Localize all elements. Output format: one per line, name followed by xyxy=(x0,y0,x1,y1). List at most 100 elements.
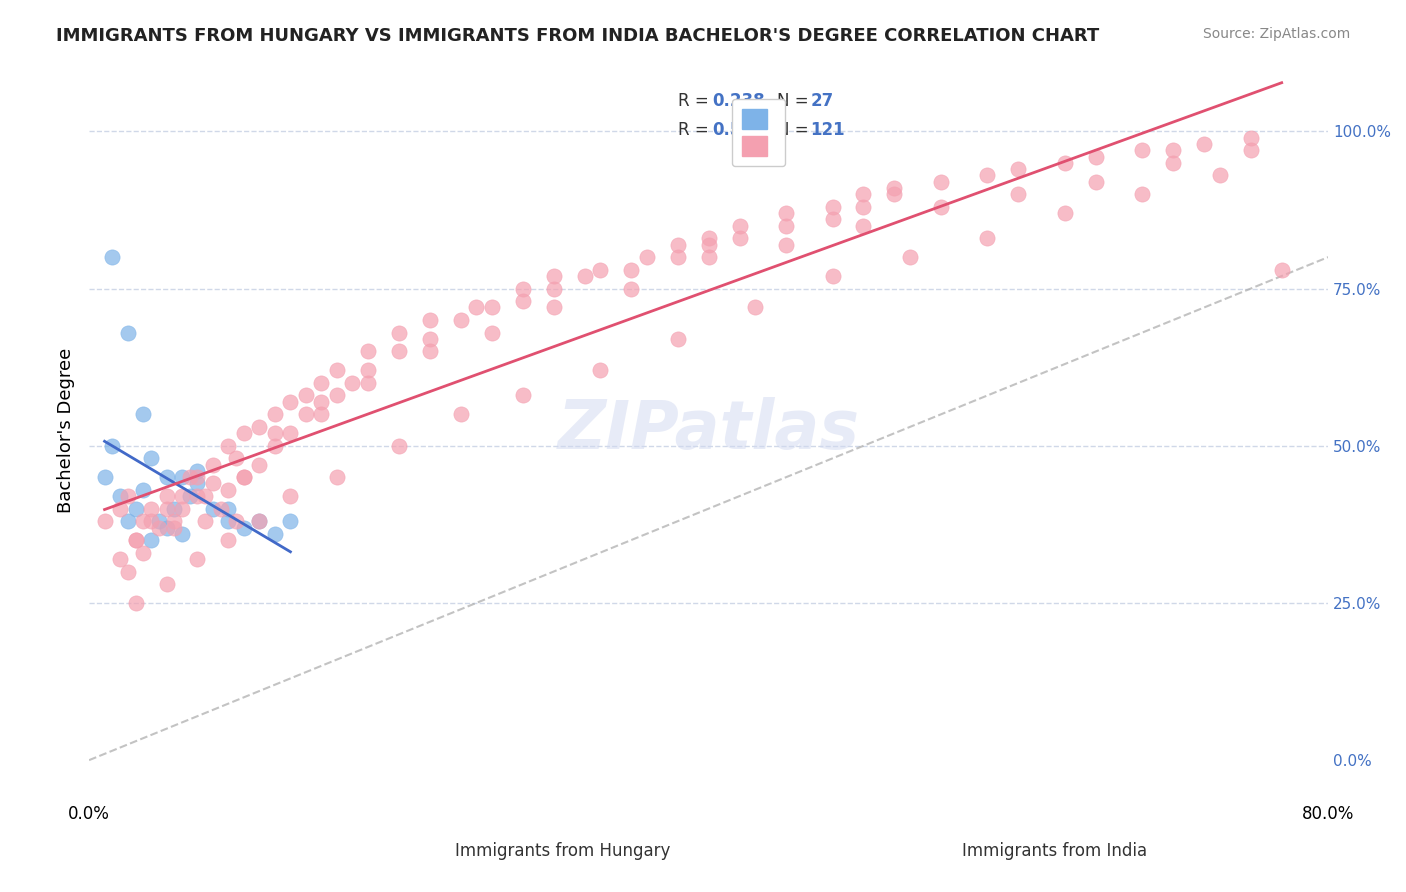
Text: Immigrants from Hungary: Immigrants from Hungary xyxy=(454,842,671,860)
Point xyxy=(139,451,162,466)
Point xyxy=(249,420,271,434)
Point xyxy=(1209,169,1232,183)
Point xyxy=(280,394,302,409)
Point xyxy=(636,250,658,264)
Point xyxy=(543,268,565,283)
Point xyxy=(512,294,534,309)
Text: N =: N = xyxy=(776,92,814,110)
Point xyxy=(233,470,256,484)
Point xyxy=(201,501,224,516)
Point xyxy=(481,326,503,340)
Point xyxy=(326,363,349,377)
Point xyxy=(1240,130,1263,145)
Point xyxy=(124,501,146,516)
Point xyxy=(821,200,844,214)
Point xyxy=(155,470,177,484)
Point xyxy=(357,363,380,377)
Point xyxy=(388,344,411,359)
Point xyxy=(132,514,155,528)
Point xyxy=(1084,175,1107,189)
Point xyxy=(883,181,905,195)
Point xyxy=(249,514,271,528)
Point xyxy=(217,501,239,516)
Point xyxy=(264,426,287,441)
Point xyxy=(1007,187,1029,202)
Point xyxy=(139,533,162,547)
Point xyxy=(620,262,643,277)
Point xyxy=(620,282,643,296)
Point xyxy=(821,212,844,227)
Point xyxy=(186,464,208,478)
Point xyxy=(852,187,875,202)
Point xyxy=(217,514,239,528)
Point xyxy=(1161,156,1184,170)
Point xyxy=(898,250,921,264)
Point xyxy=(186,470,208,484)
Point xyxy=(117,489,139,503)
Point xyxy=(883,187,905,202)
Point xyxy=(512,282,534,296)
Point xyxy=(1084,150,1107,164)
Text: Source: ZipAtlas.com: Source: ZipAtlas.com xyxy=(1202,27,1350,41)
Point xyxy=(170,501,193,516)
Point xyxy=(976,169,998,183)
Point xyxy=(233,426,256,441)
Point xyxy=(217,533,239,547)
Point xyxy=(124,596,146,610)
Point xyxy=(170,470,193,484)
Point xyxy=(124,533,146,547)
Point xyxy=(132,408,155,422)
Point xyxy=(139,501,162,516)
Point xyxy=(295,408,318,422)
Point xyxy=(148,520,170,534)
Text: 0.238: 0.238 xyxy=(713,92,765,110)
Text: R =: R = xyxy=(678,121,714,139)
Point xyxy=(163,514,186,528)
Point xyxy=(697,237,720,252)
Point xyxy=(170,489,193,503)
Point xyxy=(249,514,271,528)
Point xyxy=(1192,136,1215,151)
Point xyxy=(1271,262,1294,277)
Text: Immigrants from India: Immigrants from India xyxy=(962,842,1147,860)
Point xyxy=(225,514,247,528)
Text: R =: R = xyxy=(678,92,714,110)
Point xyxy=(666,332,689,346)
Point xyxy=(117,514,139,528)
Text: IMMIGRANTS FROM HUNGARY VS IMMIGRANTS FROM INDIA BACHELOR'S DEGREE CORRELATION C: IMMIGRANTS FROM HUNGARY VS IMMIGRANTS FR… xyxy=(56,27,1099,45)
Point xyxy=(574,268,596,283)
Point xyxy=(311,376,333,390)
Point xyxy=(543,301,565,315)
Point xyxy=(357,376,380,390)
Point xyxy=(155,501,177,516)
Point xyxy=(1053,156,1076,170)
Point xyxy=(311,408,333,422)
Point xyxy=(186,489,208,503)
Point xyxy=(163,501,186,516)
Point xyxy=(217,439,239,453)
Point xyxy=(326,470,349,484)
Point xyxy=(481,301,503,315)
Point xyxy=(1007,162,1029,177)
Point xyxy=(163,520,186,534)
Point xyxy=(93,514,115,528)
Point xyxy=(976,231,998,245)
Point xyxy=(450,313,472,327)
Point xyxy=(194,489,217,503)
Point xyxy=(388,439,411,453)
Point xyxy=(225,451,247,466)
Point xyxy=(155,520,177,534)
Point xyxy=(852,200,875,214)
Point xyxy=(155,489,177,503)
Text: ZIPatlas: ZIPatlas xyxy=(558,397,859,463)
Point xyxy=(201,476,224,491)
Point xyxy=(264,526,287,541)
Point xyxy=(132,546,155,560)
Point xyxy=(101,439,124,453)
Point xyxy=(512,388,534,402)
Point xyxy=(186,476,208,491)
Text: 27: 27 xyxy=(810,92,834,110)
Point xyxy=(124,533,146,547)
Point xyxy=(264,439,287,453)
Point xyxy=(419,344,441,359)
